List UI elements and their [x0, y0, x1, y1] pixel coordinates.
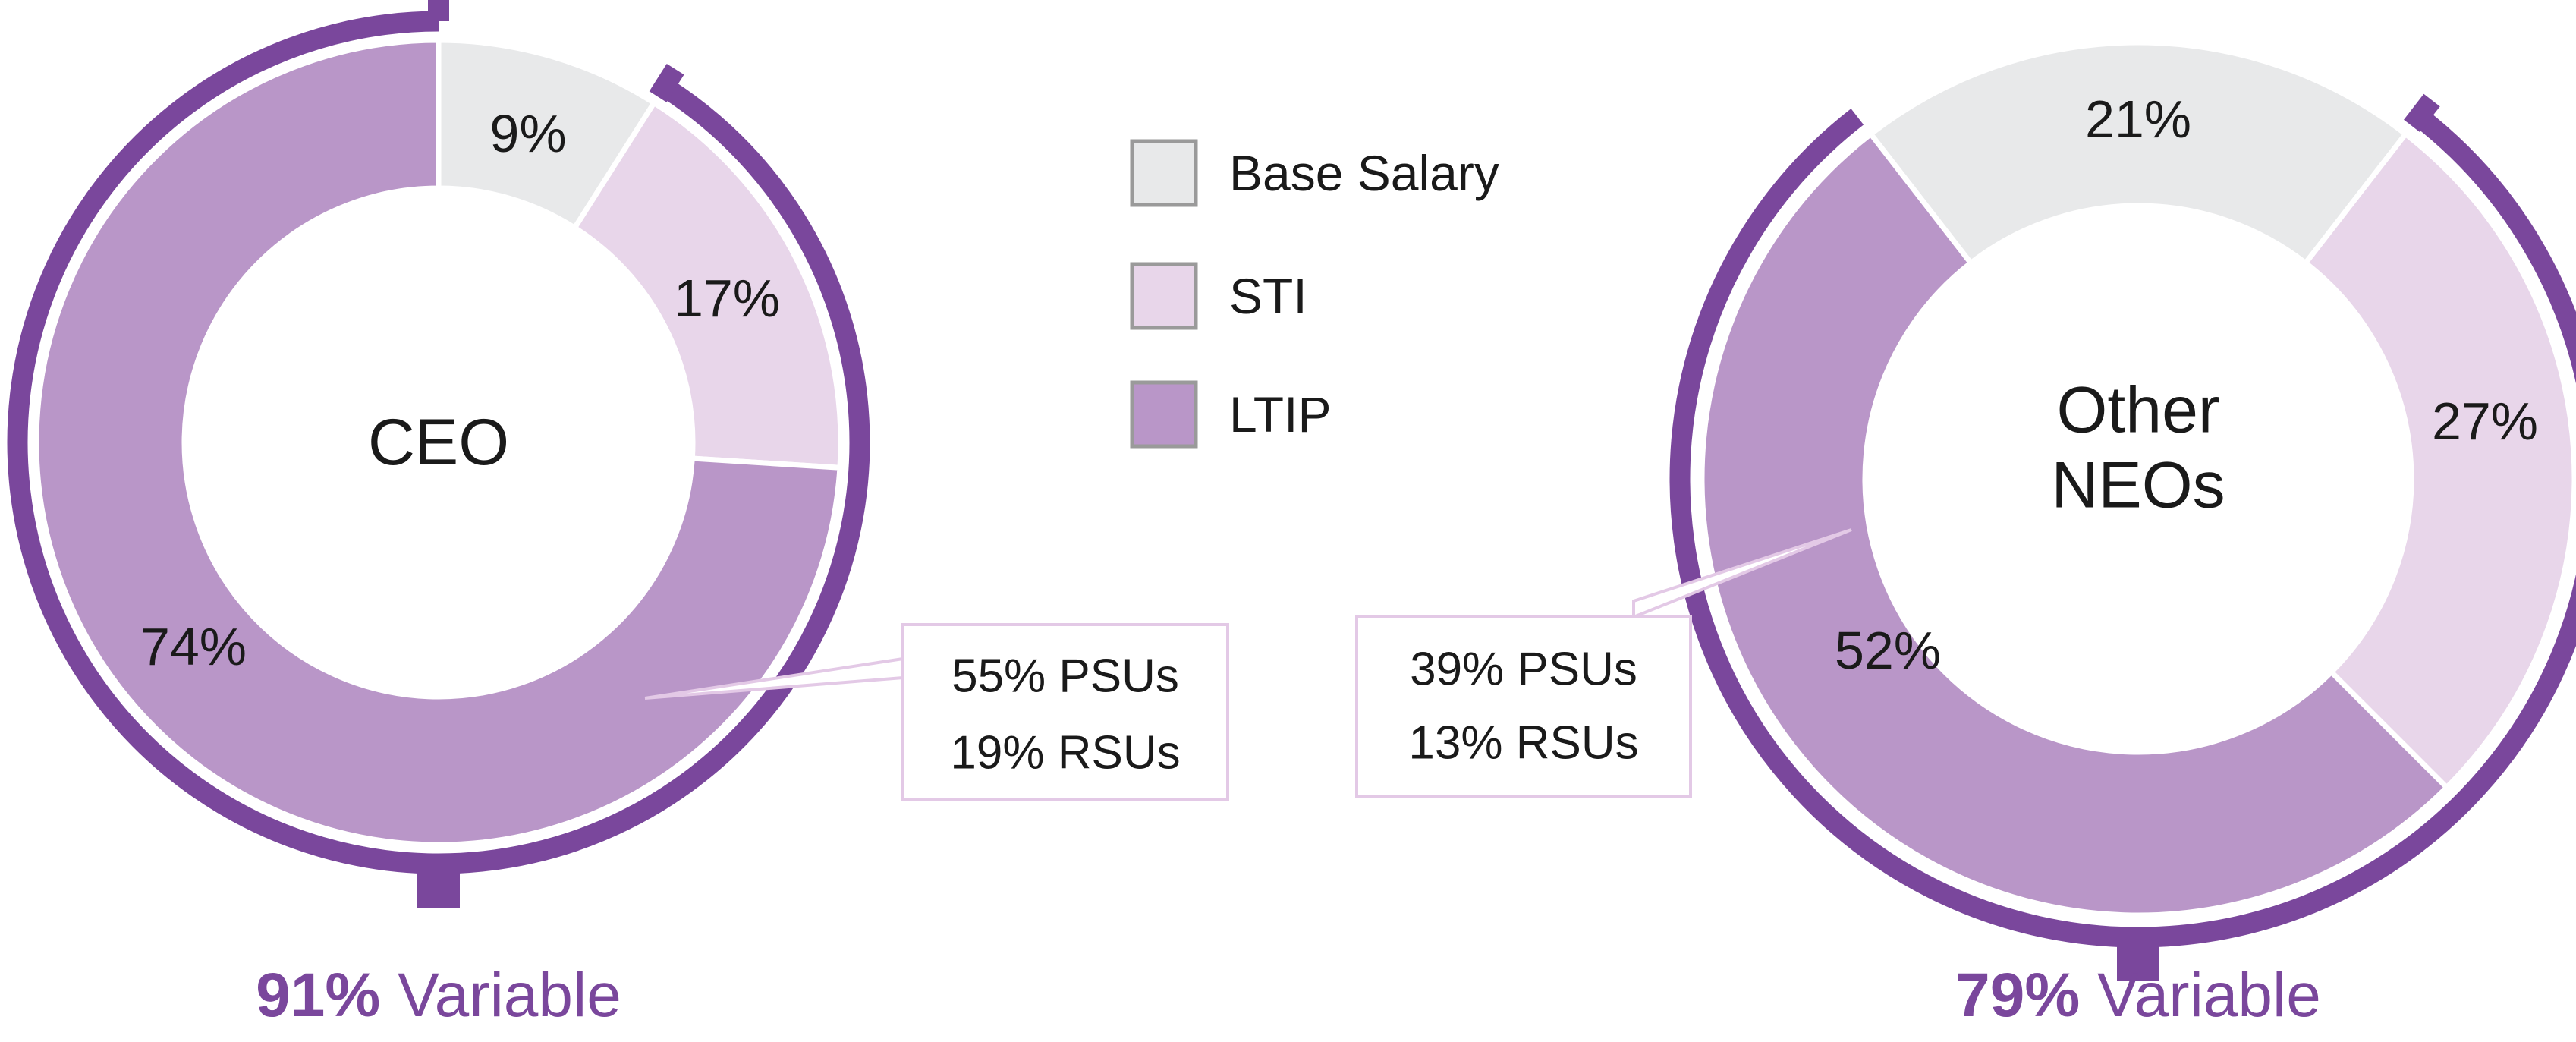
variable-arc-end-tick	[2404, 93, 2440, 133]
slice-label-ltip: 52%	[1835, 621, 1941, 680]
legend-swatch	[1130, 262, 1198, 330]
legend-label: LTIP	[1229, 386, 1331, 442]
slice-label-sti: 17%	[674, 269, 780, 328]
variable-percent: 91%	[256, 961, 380, 1030]
slice-ltip	[1699, 130, 2451, 918]
callout-line-rsus: 19% RSUs	[950, 727, 1180, 779]
legend-item-sti: STI	[1130, 262, 1307, 330]
variable-pointer	[417, 864, 460, 908]
slice-label-sti: 27%	[2432, 392, 2538, 451]
legend-swatch	[1130, 380, 1198, 449]
variable-percent: 79%	[1955, 961, 2080, 1030]
slice-base-salary	[1867, 39, 2410, 267]
legend-label: STI	[1229, 268, 1307, 324]
variable-arc-top-tick	[428, 0, 449, 21]
variable-word: Variable	[2080, 961, 2321, 1030]
legend-swatch	[1130, 139, 1198, 207]
center-label: CEO	[368, 406, 509, 479]
donut-chart-other-neos: 21% 27% 52% Other NEOs 39% PSUs 13% RSUs 79% Va…	[1355, 39, 2576, 1030]
slice-sti	[571, 99, 844, 471]
slice-ltip	[33, 37, 843, 848]
legend-label: Base Salary	[1229, 145, 1499, 201]
slice-label-base-salary: 9%	[489, 104, 566, 163]
callout-box	[1355, 615, 1692, 798]
variable-caption: 79% Variable	[1955, 961, 2321, 1030]
callout-line-rsus: 13% RSUs	[1408, 717, 1638, 770]
variable-pointer	[2117, 937, 2159, 981]
legend: Base Salary STI LTIP	[1130, 139, 1499, 449]
ltip-callout: 55% PSUs 19% RSUs	[644, 623, 1229, 801]
ltip-callout: 39% PSUs 13% RSUs	[1355, 528, 1852, 798]
callout-pointer	[1632, 528, 1852, 619]
variable-word: Variable	[380, 961, 621, 1030]
variable-arc	[7, 11, 870, 874]
legend-item-base-salary: Base Salary	[1130, 139, 1499, 207]
slice-label-base-salary: 21%	[2085, 90, 2191, 149]
center-label: Other NEOs	[2051, 374, 2225, 522]
slice-label-ltip: 74%	[140, 617, 247, 676]
callout-box	[901, 623, 1229, 801]
variable-arc	[1669, 109, 2576, 948]
callout-line-psus: 55% PSUs	[951, 650, 1179, 703]
donut-chart-ceo: 9% 17% 74% CEO 55% PSUs 19% RSUs 91% Variable	[7, 0, 1229, 1030]
legend-item-ltip: LTIP	[1130, 380, 1331, 449]
callout-line-psus: 39% PSUs	[1410, 644, 1637, 696]
variable-caption: 91% Variable	[256, 961, 621, 1030]
slice-sti	[2301, 130, 2576, 792]
variable-arc-end-tick	[649, 63, 684, 102]
